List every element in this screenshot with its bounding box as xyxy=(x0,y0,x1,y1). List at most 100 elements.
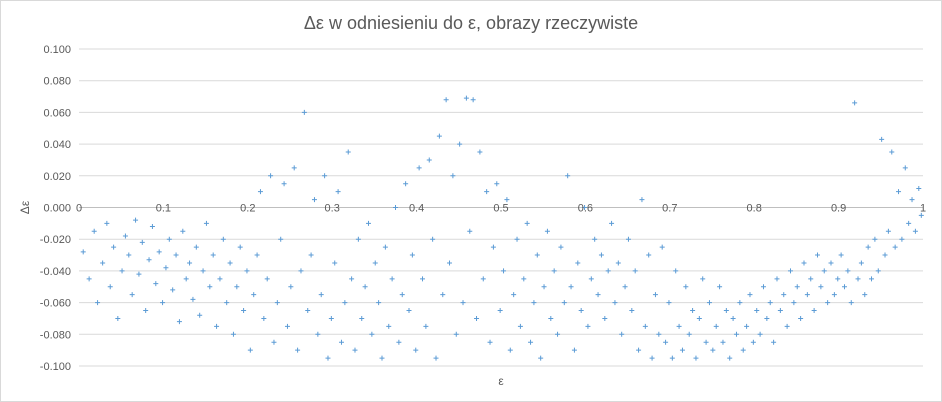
data-point xyxy=(764,315,770,321)
data-point xyxy=(835,276,841,282)
data-point xyxy=(311,197,317,203)
data-point xyxy=(355,236,361,242)
data-point xyxy=(281,181,287,187)
data-point xyxy=(338,339,344,345)
data-point xyxy=(784,323,790,329)
data-point xyxy=(91,228,97,234)
data-point xyxy=(683,284,689,290)
data-point xyxy=(271,339,277,345)
y-tick-label: -0.040 xyxy=(40,266,71,278)
data-point xyxy=(409,252,415,258)
x-tick-label: 0.2 xyxy=(240,203,255,215)
data-point xyxy=(578,308,584,314)
data-point xyxy=(274,300,280,306)
data-point xyxy=(696,315,702,321)
data-point xyxy=(278,236,284,242)
data-point xyxy=(484,189,490,195)
data-point xyxy=(862,292,868,298)
data-point xyxy=(686,331,692,337)
data-point xyxy=(906,220,912,226)
data-point xyxy=(538,355,544,361)
data-point xyxy=(815,252,820,258)
data-point xyxy=(912,228,918,234)
data-point xyxy=(153,281,159,287)
data-point xyxy=(247,347,253,353)
data-point xyxy=(126,252,132,258)
data-point xyxy=(237,244,243,250)
x-tick-label: 0.4 xyxy=(409,203,424,215)
data-point xyxy=(588,276,594,282)
data-point xyxy=(865,244,871,250)
data-point xyxy=(463,95,469,101)
data-point xyxy=(679,347,685,353)
data-point xyxy=(825,300,831,306)
data-point xyxy=(426,157,432,163)
data-point xyxy=(494,181,500,187)
data-point xyxy=(261,315,267,321)
data-point xyxy=(111,244,117,250)
data-point xyxy=(230,331,236,337)
data-point xyxy=(740,347,746,353)
data-point xyxy=(298,268,304,274)
data-point xyxy=(365,220,371,226)
data-point xyxy=(318,292,324,298)
data-point xyxy=(254,252,260,258)
data-point xyxy=(528,339,534,345)
data-point xyxy=(619,331,625,337)
data-point xyxy=(149,224,155,230)
data-point xyxy=(214,323,220,329)
data-point xyxy=(244,268,250,274)
data-point xyxy=(386,323,392,329)
data-point xyxy=(747,292,753,298)
data-point xyxy=(173,252,179,258)
data-point xyxy=(872,236,878,242)
data-point xyxy=(885,228,891,234)
data-point xyxy=(139,239,145,245)
data-point xyxy=(842,284,848,290)
x-tick-label: 0 xyxy=(76,203,82,215)
data-point xyxy=(119,268,125,274)
data-point xyxy=(129,292,135,298)
data-point xyxy=(902,165,908,171)
data-point xyxy=(447,260,453,266)
data-point xyxy=(713,323,719,329)
data-point xyxy=(474,315,480,321)
data-point xyxy=(322,173,328,179)
data-point xyxy=(568,284,574,290)
data-point xyxy=(80,249,86,255)
data-point xyxy=(831,292,837,298)
data-point xyxy=(227,260,233,266)
y-tick-label: -0.020 xyxy=(40,234,71,246)
data-point xyxy=(413,347,419,353)
data-point xyxy=(808,276,814,282)
data-point xyxy=(257,189,263,195)
data-point xyxy=(284,323,290,329)
data-point xyxy=(622,284,628,290)
data-point xyxy=(477,149,483,155)
data-point xyxy=(730,315,736,321)
data-point xyxy=(852,100,858,106)
data-point xyxy=(288,284,294,290)
data-point xyxy=(423,323,429,329)
data-point xyxy=(612,300,618,306)
data-point xyxy=(754,308,760,314)
data-point xyxy=(760,284,766,290)
data-point xyxy=(180,228,186,234)
data-point xyxy=(656,331,662,337)
data-point xyxy=(896,189,902,195)
data-point xyxy=(605,268,611,274)
x-tick-label: 0.8 xyxy=(747,203,762,215)
data-point xyxy=(585,323,591,329)
x-tick-label: 0.5 xyxy=(493,203,508,215)
data-point xyxy=(899,236,905,242)
y-tick-label: 0.000 xyxy=(43,203,71,215)
data-point xyxy=(521,276,527,282)
data-point xyxy=(882,252,888,258)
data-point xyxy=(737,300,743,306)
data-point xyxy=(393,205,398,210)
data-point xyxy=(420,276,426,282)
data-point xyxy=(571,347,577,353)
data-point xyxy=(592,236,598,242)
data-point xyxy=(197,312,203,318)
data-point xyxy=(460,300,466,306)
